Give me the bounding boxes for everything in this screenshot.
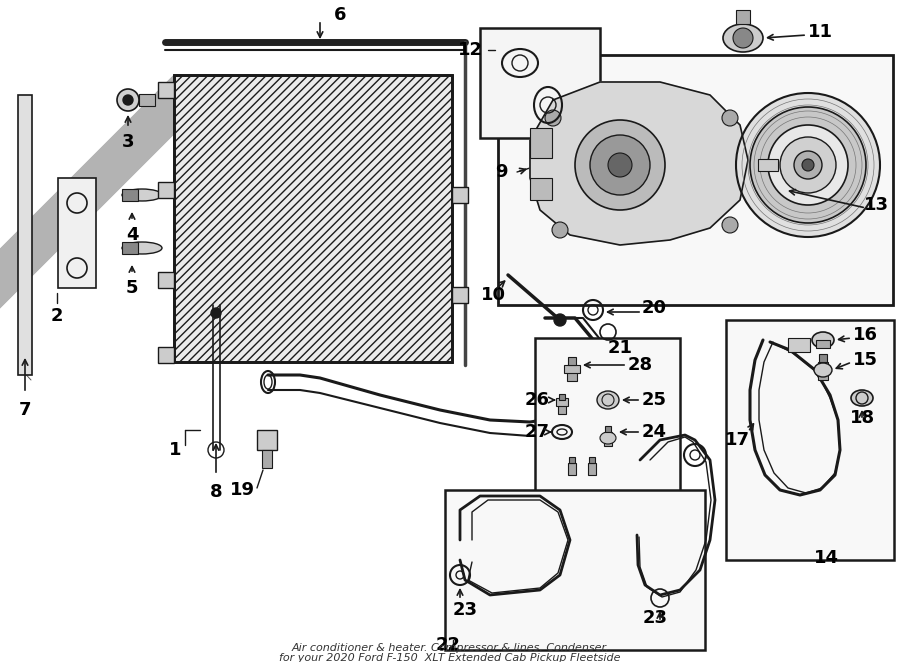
Ellipse shape bbox=[814, 363, 832, 377]
Text: Air conditioner & heater. Compressor & lines. Condenser.: Air conditioner & heater. Compressor & l… bbox=[292, 643, 608, 653]
Circle shape bbox=[750, 107, 866, 223]
Ellipse shape bbox=[597, 391, 619, 409]
Text: 11: 11 bbox=[807, 23, 833, 41]
Text: 26: 26 bbox=[525, 391, 550, 409]
Circle shape bbox=[608, 153, 632, 177]
Bar bbox=[568, 463, 576, 475]
Bar bbox=[18, 95, 32, 375]
Circle shape bbox=[123, 95, 133, 105]
Polygon shape bbox=[174, 75, 452, 362]
Text: 8: 8 bbox=[210, 483, 222, 501]
Bar bbox=[58, 178, 96, 288]
Bar bbox=[480, 28, 600, 138]
Bar bbox=[588, 463, 596, 475]
Bar bbox=[452, 287, 468, 303]
Bar bbox=[257, 430, 277, 450]
Ellipse shape bbox=[851, 390, 873, 406]
Text: 23: 23 bbox=[453, 601, 478, 619]
Polygon shape bbox=[174, 75, 452, 362]
Text: 1: 1 bbox=[169, 441, 181, 459]
Bar bbox=[818, 362, 828, 380]
Bar bbox=[567, 365, 577, 381]
Ellipse shape bbox=[600, 432, 616, 444]
Bar bbox=[158, 182, 174, 198]
Ellipse shape bbox=[812, 332, 834, 348]
Bar bbox=[530, 128, 552, 158]
Bar bbox=[819, 354, 827, 362]
Text: 19: 19 bbox=[230, 481, 255, 499]
Ellipse shape bbox=[122, 242, 162, 254]
Text: 9: 9 bbox=[495, 163, 508, 181]
Bar bbox=[564, 365, 580, 373]
Circle shape bbox=[211, 308, 221, 318]
Polygon shape bbox=[530, 82, 748, 245]
Circle shape bbox=[117, 89, 139, 111]
Circle shape bbox=[768, 125, 848, 205]
Text: 20: 20 bbox=[642, 299, 667, 317]
Circle shape bbox=[590, 135, 650, 195]
Bar bbox=[569, 457, 575, 463]
Bar bbox=[139, 94, 155, 106]
Circle shape bbox=[545, 110, 561, 126]
Bar bbox=[558, 400, 566, 414]
Text: 4: 4 bbox=[126, 226, 139, 244]
Bar bbox=[559, 394, 565, 400]
Text: 21: 21 bbox=[608, 339, 633, 357]
Bar bbox=[736, 10, 750, 24]
Bar bbox=[122, 242, 138, 254]
Circle shape bbox=[722, 110, 738, 126]
Text: 14: 14 bbox=[814, 549, 839, 567]
Circle shape bbox=[575, 120, 665, 210]
Circle shape bbox=[722, 217, 738, 233]
Text: 2: 2 bbox=[50, 307, 63, 325]
Bar bbox=[158, 272, 174, 288]
Circle shape bbox=[736, 93, 880, 237]
Text: 28: 28 bbox=[627, 356, 652, 374]
Circle shape bbox=[802, 159, 814, 171]
Bar bbox=[568, 357, 576, 365]
Bar bbox=[605, 426, 611, 432]
Bar bbox=[604, 432, 612, 446]
Circle shape bbox=[733, 28, 753, 48]
Bar bbox=[816, 340, 830, 348]
Bar bbox=[262, 450, 272, 468]
Text: 10: 10 bbox=[481, 286, 506, 304]
Text: 22: 22 bbox=[436, 636, 461, 654]
Circle shape bbox=[554, 314, 566, 326]
Bar bbox=[530, 178, 552, 200]
Bar bbox=[535, 338, 680, 506]
Bar bbox=[158, 82, 174, 98]
Bar bbox=[556, 398, 568, 406]
Text: 25: 25 bbox=[642, 391, 667, 409]
Text: 16: 16 bbox=[852, 326, 878, 344]
Bar bbox=[589, 457, 595, 463]
Bar bbox=[452, 187, 468, 203]
Ellipse shape bbox=[122, 189, 162, 201]
Text: 13: 13 bbox=[863, 196, 888, 214]
Bar bbox=[726, 320, 894, 560]
Circle shape bbox=[780, 137, 836, 193]
Text: 3: 3 bbox=[122, 133, 134, 151]
Bar bbox=[158, 347, 174, 363]
Text: 12: 12 bbox=[458, 41, 483, 59]
Bar bbox=[498, 55, 893, 305]
Bar bbox=[445, 490, 705, 650]
Text: 23: 23 bbox=[643, 609, 668, 627]
Circle shape bbox=[552, 222, 568, 238]
Text: 6: 6 bbox=[334, 6, 346, 24]
Bar bbox=[122, 189, 138, 201]
Text: 7: 7 bbox=[19, 401, 32, 419]
Ellipse shape bbox=[723, 24, 763, 52]
Text: 27: 27 bbox=[525, 423, 550, 441]
Text: 5: 5 bbox=[126, 279, 139, 297]
Text: 15: 15 bbox=[852, 351, 878, 369]
Bar bbox=[788, 338, 810, 352]
Text: 17: 17 bbox=[724, 431, 750, 449]
Text: 18: 18 bbox=[850, 409, 875, 427]
Text: 24: 24 bbox=[642, 423, 667, 441]
Bar bbox=[758, 159, 778, 171]
Circle shape bbox=[794, 151, 822, 179]
Text: for your 2020 Ford F-150  XLT Extended Cab Pickup Fleetside: for your 2020 Ford F-150 XLT Extended Ca… bbox=[279, 653, 621, 662]
